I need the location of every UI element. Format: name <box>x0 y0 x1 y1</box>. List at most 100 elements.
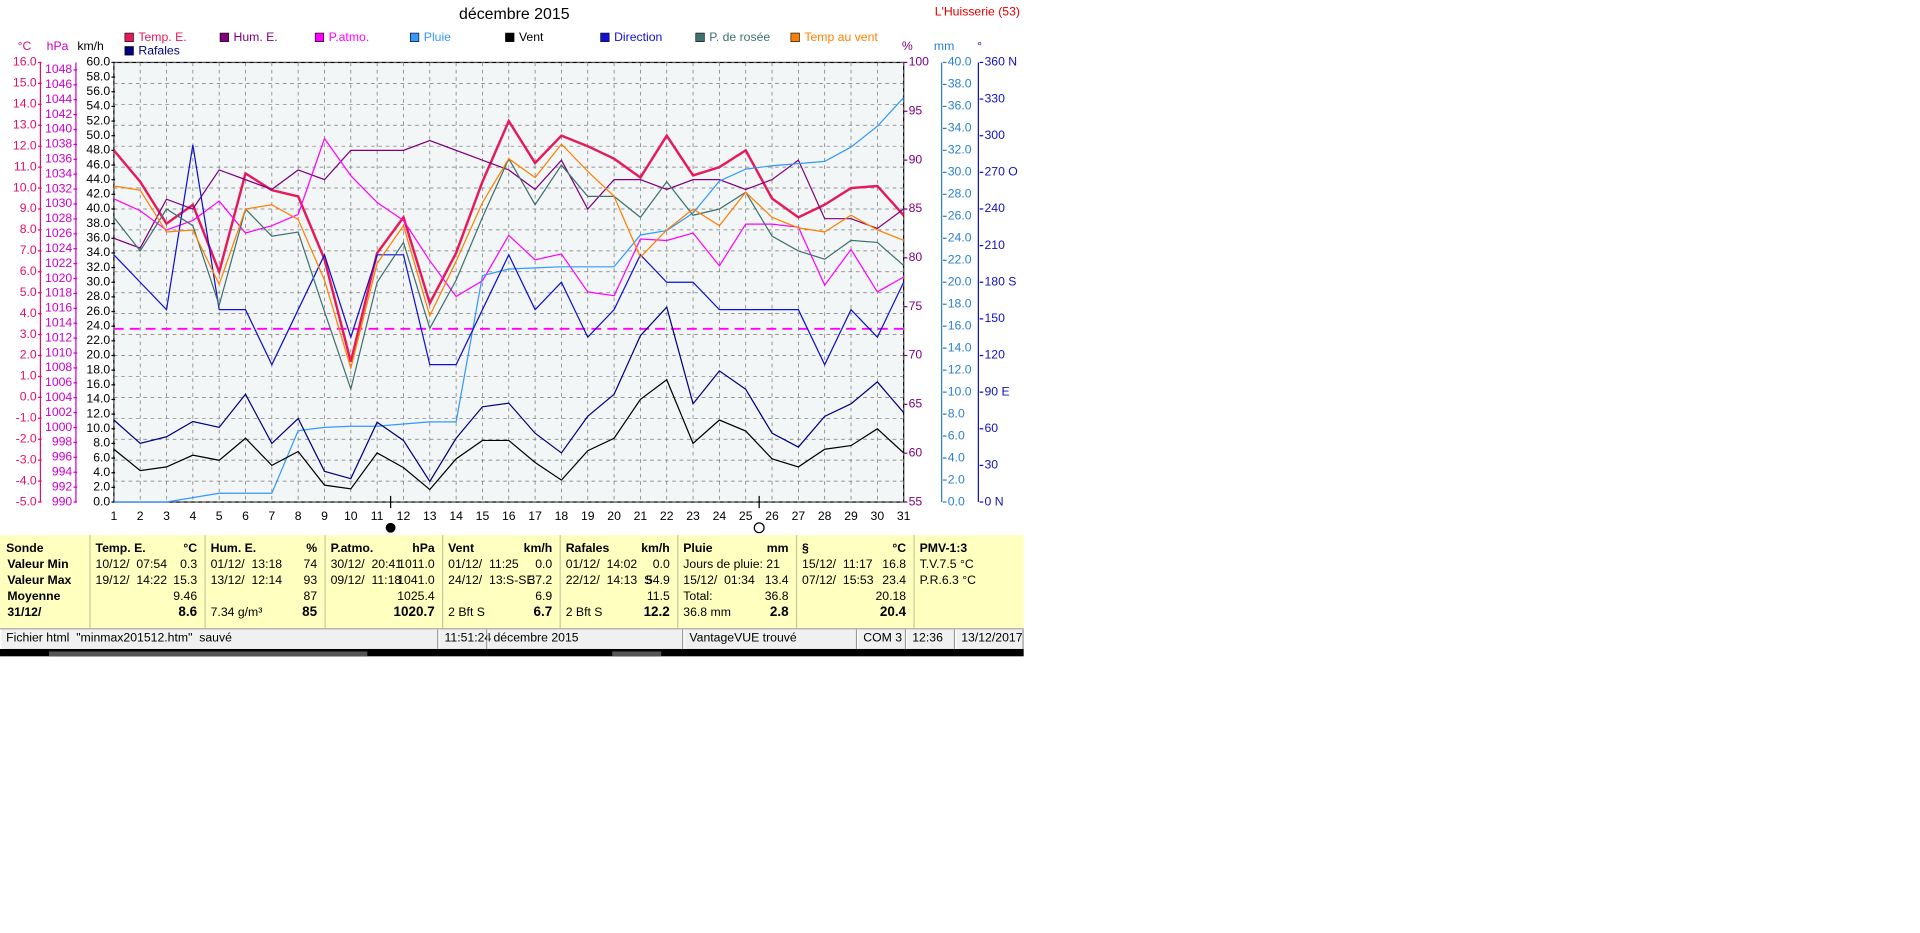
y-tick-label: 1004 <box>45 390 72 404</box>
column-unit: km/h <box>641 542 670 556</box>
cell-note: 24/12/ 13:S-SE <box>448 574 535 588</box>
column-header: Hum. E. <box>210 542 257 556</box>
cell-value: 74 <box>303 558 318 572</box>
y-tick-label: 100 <box>909 55 930 69</box>
cell-value: 16.8 <box>882 558 907 572</box>
y-tick-label: 26.0 <box>948 209 972 223</box>
series-line <box>113 97 905 503</box>
cell-note: 01/12/ 14:02 <box>565 558 638 572</box>
y-tick-label: 56.0 <box>86 84 110 98</box>
x-tick-label: 28 <box>818 509 832 523</box>
y-tick-label: 12.0 <box>948 362 972 376</box>
y-tick-label: 1024 <box>45 241 72 255</box>
y-tick-label: 75 <box>909 299 923 313</box>
cell-value: 23.4 <box>882 574 907 588</box>
y-tick-label: 30.0 <box>948 165 972 179</box>
x-tick-label: 20 <box>607 509 621 523</box>
cell-value: 9.46 <box>173 590 198 604</box>
cell-note: 2 Bft S <box>565 606 603 620</box>
cell-value: 85 <box>302 604 318 620</box>
cell-note: 10/12/ 07:54 <box>95 558 168 572</box>
y-tick-label: 210 <box>984 238 1005 252</box>
y-tick-label: 60 <box>909 445 923 459</box>
x-tick-label: 16 <box>502 509 516 523</box>
column-header: Rafales <box>565 542 610 556</box>
y-tick-label: 1040 <box>45 122 72 136</box>
legend-label: P.atmo. <box>329 30 370 44</box>
y-tick-label: 1038 <box>45 137 72 151</box>
y-tick-label: 3.0 <box>20 327 37 341</box>
legend-swatch <box>695 32 705 42</box>
cell-value: 36.8 <box>764 590 789 604</box>
row-label: Valeur Max <box>7 574 72 588</box>
y-tick-label: 360 N <box>984 55 1017 69</box>
series-line <box>113 378 905 491</box>
y-tick-label: 44.0 <box>86 172 110 186</box>
status-field: Fichier html "minmax201512.htm" sauvé <box>0 629 439 649</box>
y-tick-label: 1008 <box>45 360 72 374</box>
legend-label: Vent <box>519 30 544 44</box>
legend-swatch <box>410 32 420 42</box>
y-tick-label: 22.0 <box>948 252 972 266</box>
y-tick-label: 30.0 <box>86 274 110 288</box>
y-tick-label: 4.0 <box>93 465 110 479</box>
y-tick-label: 270 O <box>984 165 1017 179</box>
column-header: Vent <box>448 542 475 556</box>
row-label: Moyenne <box>7 590 61 604</box>
station-name: L'Huisserie (53) <box>935 4 1020 18</box>
y-tick-label: 52.0 <box>86 113 110 127</box>
chart-title: décembre 2015 <box>459 6 570 23</box>
x-tick-label: 3 <box>163 509 170 523</box>
x-tick-label: 1 <box>110 509 117 523</box>
series-line <box>112 118 905 363</box>
y-tick-label: 1006 <box>45 375 72 389</box>
row-label: Valeur Min <box>7 558 69 572</box>
y-tick-label: 1020 <box>45 271 72 285</box>
legend-swatch <box>505 32 515 42</box>
status-bar: Fichier html "minmax201512.htm" sauvé 11:… <box>0 628 1024 651</box>
cell-note: 07/12/ 15:53 <box>802 574 874 588</box>
status-field: 12:36 <box>906 629 956 649</box>
y-tick-label: 1044 <box>45 92 72 106</box>
y-tick-label: 36.0 <box>86 231 110 245</box>
column-unit: °C <box>892 542 907 556</box>
legend-label: Temp au vent <box>804 30 878 44</box>
y-tick-label: 26.0 <box>86 304 110 318</box>
column-divider <box>559 535 561 629</box>
y-tick-label: -3.0 <box>16 452 37 466</box>
cell-note: 19/12/ 14:22 <box>95 574 168 588</box>
y-tick-label: 1030 <box>45 196 72 210</box>
y-tick-label: 1014 <box>45 315 72 329</box>
cell-value: 2.8 <box>769 604 789 620</box>
cell-value: 15.3 <box>173 574 198 588</box>
y-tick-label: 95 <box>909 104 923 118</box>
y-tick-label: 24.0 <box>948 231 972 245</box>
cell-note: 30/12/ 20:41 <box>330 558 403 572</box>
y-tick-label: 1036 <box>45 152 72 166</box>
x-tick-label: 27 <box>792 509 806 523</box>
taskbar-strip <box>0 648 1024 657</box>
y-tick-label: 1034 <box>45 166 72 180</box>
y-tick-label: -5.0 <box>16 494 37 508</box>
x-tick-label: 12 <box>397 509 411 523</box>
x-tick-label: 9 <box>321 509 328 523</box>
column-divider <box>204 535 206 629</box>
summary-table: Sonde Temp. E. °C Hum. E.% P.atmo. hPa Vent km/… <box>0 535 1024 629</box>
column-header: PMV-1:3 <box>919 542 968 556</box>
y-tick-label: 42.0 <box>86 187 110 201</box>
row-label: 31/12/ <box>7 606 42 620</box>
y-tick-label: 1018 <box>45 286 72 300</box>
cell-note: 09/12/ 11:18 <box>330 574 402 588</box>
y-tick-label: 11.0 <box>14 159 37 173</box>
column-divider <box>442 535 444 629</box>
cell-value: 1011.0 <box>398 558 435 572</box>
legend-label: Pluie <box>424 30 451 44</box>
y-tick-label: 5.0 <box>20 285 37 299</box>
cell-note: P.R.6.3 °C <box>919 574 976 588</box>
cell-value: 1025.4 <box>397 590 435 604</box>
series-line <box>113 139 905 249</box>
y-tick-label: 16.0 <box>948 318 972 332</box>
y-tick-label: 0.0 <box>93 494 110 508</box>
cell-value: 12.2 <box>643 604 670 620</box>
legend-label: Direction <box>614 30 662 44</box>
